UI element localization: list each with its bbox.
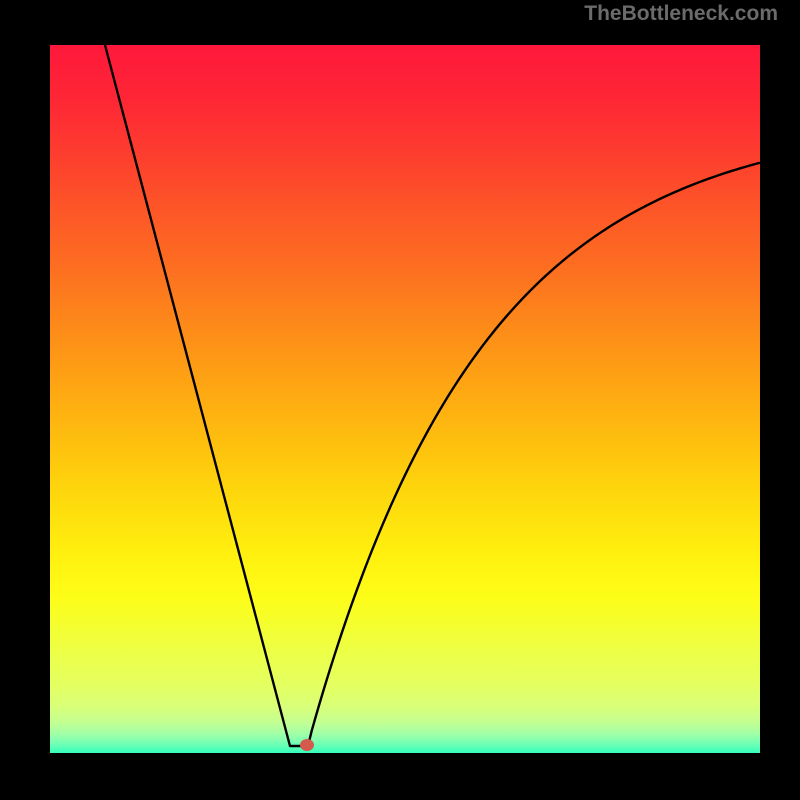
chart-frame-border	[17, 12, 793, 787]
watermark-text: TheBottleneck.com	[584, 2, 778, 26]
